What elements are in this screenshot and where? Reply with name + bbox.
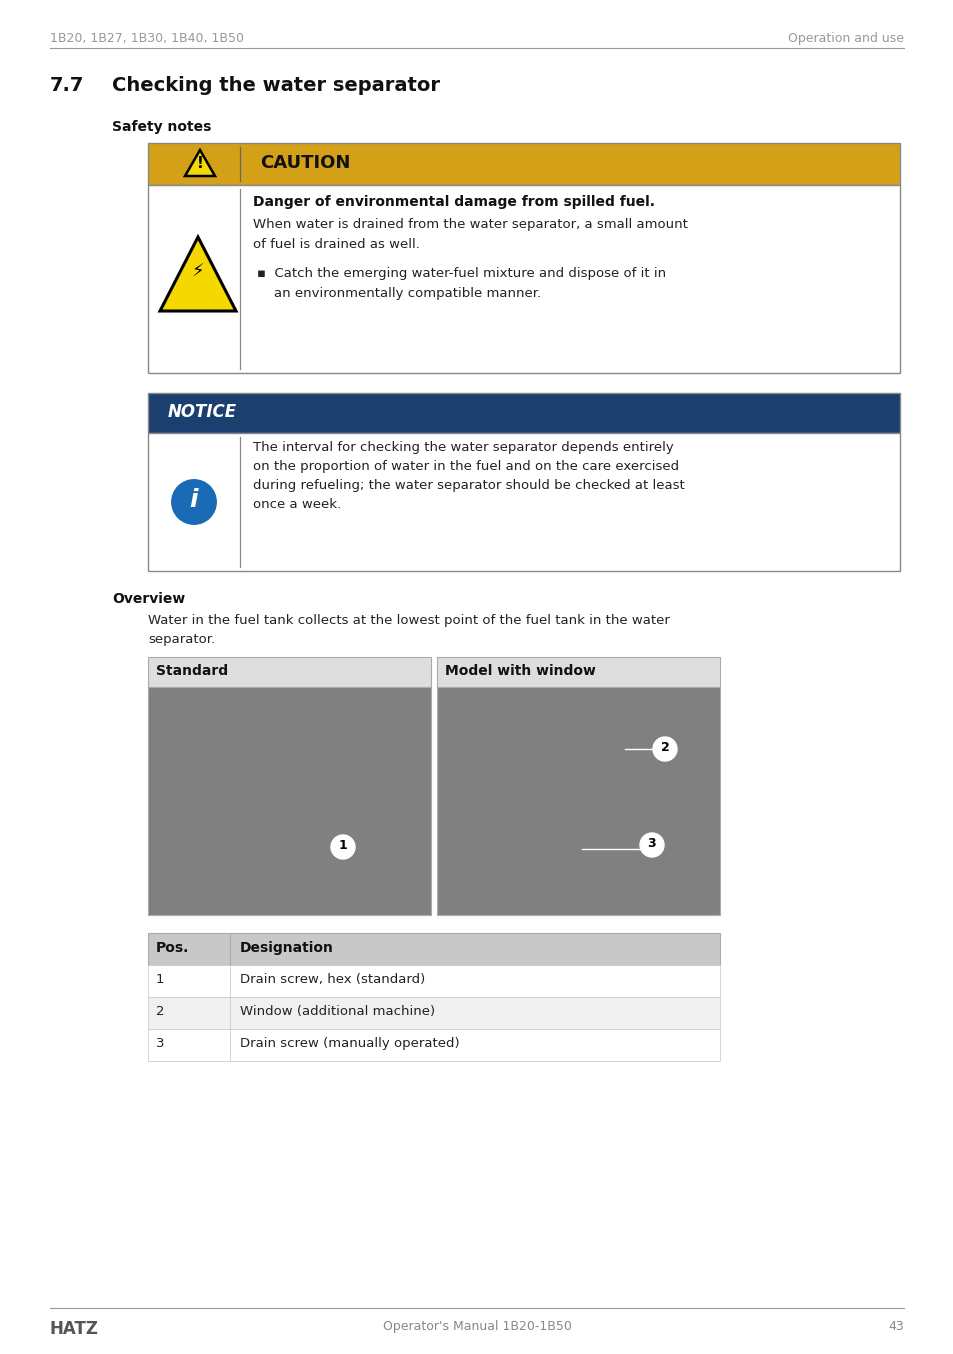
Bar	[148, 144, 899, 185]
Bar	[148, 393, 899, 433]
Text: 2: 2	[156, 1005, 164, 1018]
Bar	[148, 657, 431, 686]
Polygon shape	[185, 150, 214, 176]
Text: 1: 1	[338, 839, 347, 852]
Text: Drain screw (manually operated): Drain screw (manually operated)	[240, 1037, 459, 1049]
Polygon shape	[160, 237, 235, 311]
Text: 3: 3	[647, 837, 656, 850]
Text: 2: 2	[659, 741, 669, 754]
Bar	[436, 657, 720, 686]
Text: Safety notes: Safety notes	[112, 121, 212, 134]
Circle shape	[170, 478, 218, 525]
Bar	[436, 686, 720, 915]
Text: 1B20, 1B27, 1B30, 1B40, 1B50: 1B20, 1B27, 1B30, 1B40, 1B50	[50, 32, 244, 45]
Text: Window (additional machine): Window (additional machine)	[240, 1005, 435, 1018]
Circle shape	[331, 835, 355, 858]
Text: Danger of environmental damage from spilled fuel.: Danger of environmental damage from spil…	[253, 195, 655, 209]
Bar	[148, 965, 720, 997]
Circle shape	[652, 737, 677, 761]
Text: once a week.: once a week.	[253, 498, 341, 510]
Text: HATZ: HATZ	[50, 1320, 99, 1338]
Text: Checking the water separator: Checking the water separator	[112, 76, 439, 95]
Text: on the proportion of water in the fuel and on the care exercised: on the proportion of water in the fuel a…	[253, 460, 679, 473]
Bar	[148, 185, 899, 372]
Text: When water is drained from the water separator, a small amount: When water is drained from the water sep…	[253, 218, 687, 232]
Bar	[148, 433, 899, 571]
Text: The interval for checking the water separator depends entirely: The interval for checking the water sepa…	[253, 441, 673, 454]
Bar	[148, 997, 720, 1029]
Text: CAUTION: CAUTION	[260, 154, 350, 172]
Text: 7.7: 7.7	[50, 76, 84, 95]
Text: i: i	[190, 487, 198, 512]
Text: of fuel is drained as well.: of fuel is drained as well.	[253, 238, 419, 250]
Text: Model with window: Model with window	[444, 663, 596, 678]
Text: Designation: Designation	[240, 941, 334, 955]
Text: Overview: Overview	[112, 592, 185, 607]
Text: Drain screw, hex (standard): Drain screw, hex (standard)	[240, 974, 425, 986]
Bar	[148, 1029, 720, 1062]
Circle shape	[639, 833, 663, 857]
Text: 1: 1	[156, 974, 164, 986]
Text: ▪  Catch the emerging water-fuel mixture and dispose of it in: ▪ Catch the emerging water-fuel mixture …	[256, 267, 665, 280]
Text: NOTICE: NOTICE	[168, 403, 237, 421]
Bar	[148, 933, 720, 965]
Text: Operator's Manual 1B20-1B50: Operator's Manual 1B20-1B50	[382, 1320, 571, 1332]
Text: Water in the fuel tank collects at the lowest point of the fuel tank in the wate: Water in the fuel tank collects at the l…	[148, 613, 669, 627]
Text: 3: 3	[156, 1037, 164, 1049]
Text: !: !	[196, 156, 203, 171]
Text: Pos.: Pos.	[156, 941, 190, 955]
Text: Standard: Standard	[156, 663, 228, 678]
Text: during refueling; the water separator should be checked at least: during refueling; the water separator sh…	[253, 479, 684, 492]
Text: 43: 43	[887, 1320, 903, 1332]
Text: an environmentally compatible manner.: an environmentally compatible manner.	[256, 287, 540, 301]
Bar	[148, 686, 431, 915]
Text: ⚡: ⚡	[192, 263, 204, 282]
Text: separator.: separator.	[148, 634, 214, 646]
Text: Operation and use: Operation and use	[787, 32, 903, 45]
